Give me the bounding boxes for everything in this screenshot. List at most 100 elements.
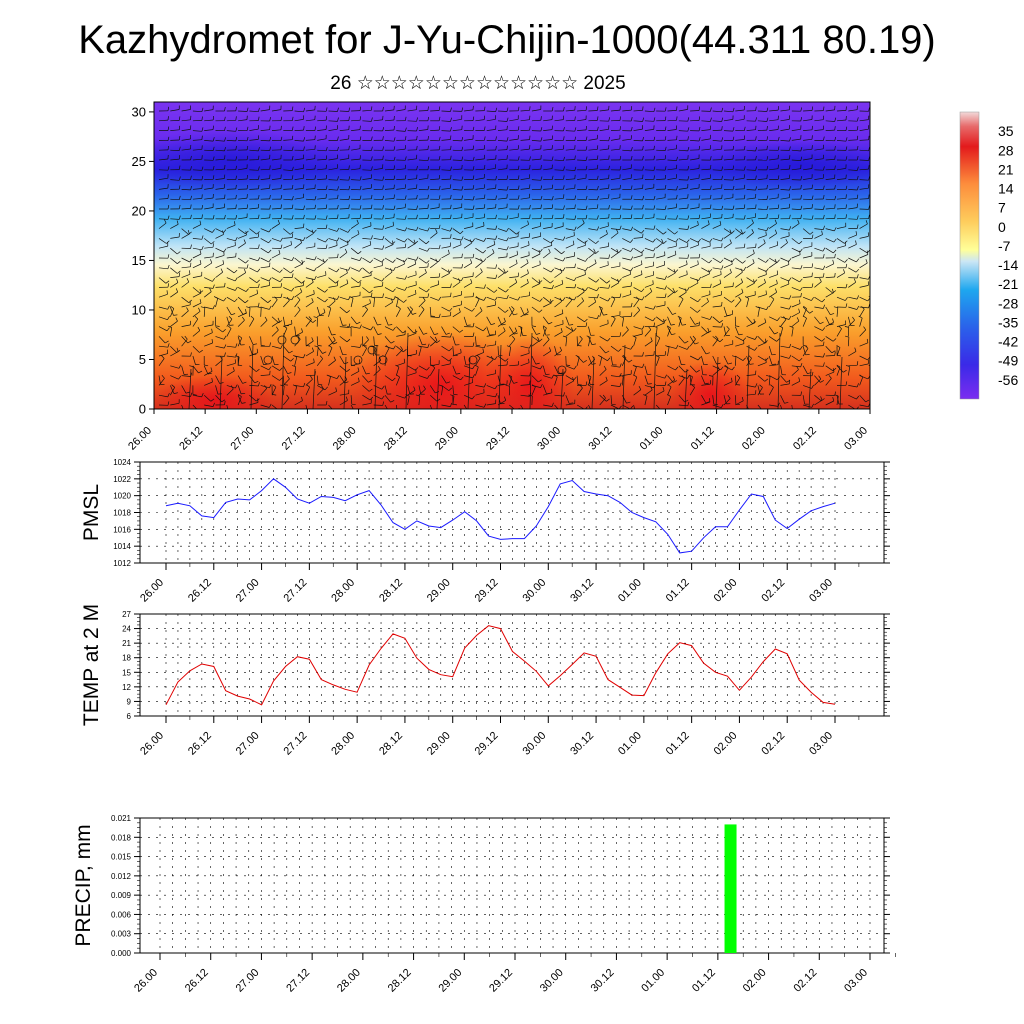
y-tick-label: 25 xyxy=(132,154,146,169)
x-tick-label: 29.12 xyxy=(487,967,515,995)
x-tick-label: 01.12 xyxy=(690,967,718,995)
colorbar-label: 21 xyxy=(998,161,1014,177)
x-tick-label: 30.00 xyxy=(520,577,548,605)
x-tick-label: 01.12 xyxy=(689,425,717,453)
x-tick-label: 27.12 xyxy=(282,730,310,758)
y-tick-label: 0.006 xyxy=(111,910,132,919)
colorbar-label: 28 xyxy=(998,142,1014,158)
x-tick-label: 29.00 xyxy=(433,425,461,453)
x-tick-label: 29.00 xyxy=(425,577,453,605)
x-tick-label: 26.12 xyxy=(186,730,214,758)
x-tick-label: 29.12 xyxy=(473,730,501,758)
page-subtitle: 26 ☆☆☆☆☆☆☆☆☆☆☆☆☆ 2025 xyxy=(330,73,626,94)
x-tick-label: 02.00 xyxy=(741,967,769,995)
y-tick-label: 1012 xyxy=(113,559,131,568)
grid xyxy=(140,461,884,564)
wind-barbs xyxy=(158,105,870,409)
panel-frame xyxy=(139,817,885,954)
warm-core xyxy=(155,375,275,409)
y-tick-label: 21 xyxy=(122,639,131,648)
x-tick-label: 30.12 xyxy=(589,967,617,995)
colorbar-bar xyxy=(959,111,980,400)
colorbar-label: 0 xyxy=(998,219,1006,235)
colorbar-label: -42 xyxy=(998,334,1018,350)
y-tick-label: 15 xyxy=(132,253,146,268)
y-tick-label: 12 xyxy=(122,683,131,692)
x-tick-label: 03.00 xyxy=(807,577,835,605)
x-tick-label: 02.00 xyxy=(740,425,768,453)
x-tick-label: 28.12 xyxy=(386,967,414,995)
x-tick-label: 03.00 xyxy=(807,730,835,758)
x-tick-label: 30.12 xyxy=(568,577,596,605)
y-tick-label: 1018 xyxy=(113,509,131,518)
colorbar-label: 35 xyxy=(998,123,1014,139)
x-tick-label: 28.12 xyxy=(377,730,405,758)
colorbar-label: -28 xyxy=(998,295,1018,311)
cross-section-x-axis: 26.00 26.12 27.00 27.12 28.00 28.12 29.00 29.12… xyxy=(126,409,871,453)
cross-section-y-axis: 0 5 10 15 20 25 30 xyxy=(132,104,154,417)
x-tick-label: 30.12 xyxy=(568,730,596,758)
x-tick-label: 28.00 xyxy=(329,577,357,605)
x-tick-label: 26.00 xyxy=(132,967,160,995)
colorbar-label: -35 xyxy=(998,314,1018,330)
x-tick-label: 26.12 xyxy=(183,967,211,995)
pmsl-series-line xyxy=(165,478,836,554)
y-tick-label: 0.003 xyxy=(111,930,132,939)
x-tick-label: 27.12 xyxy=(280,425,308,453)
y-tick-label: 0.000 xyxy=(111,949,132,958)
x-tick-label: 03.00 xyxy=(842,967,870,995)
colorbar-label: 14 xyxy=(998,181,1014,197)
x-tick-label: 28.00 xyxy=(331,425,359,453)
y-tick-label: 0.012 xyxy=(111,872,132,881)
y-axis-label: PRECIP, mm xyxy=(72,824,95,946)
x-tick-label: 27.00 xyxy=(234,967,262,995)
precip-chart: 0.000 0.003 0.006 0.009 0.012 0.015 0.018 0.021… xyxy=(72,814,896,995)
y-tick-label: 27 xyxy=(122,610,131,619)
x-tick-label: 28.12 xyxy=(377,577,405,605)
x-tick-label: 27.12 xyxy=(282,577,310,605)
x-tick-label: 03.00 xyxy=(842,425,870,453)
cold-core xyxy=(710,140,870,190)
colorbar-label: -21 xyxy=(998,276,1018,292)
x-tick-label: 01.12 xyxy=(664,577,692,605)
x-tick-label: 27.12 xyxy=(284,967,312,995)
colorbar: 35 28 21 14 7 0 -7 -14 -21 -28 -35 -42 -49 -56 xyxy=(959,111,1018,400)
y-tick-label: 30 xyxy=(132,104,146,119)
y-tick-label: 6 xyxy=(127,712,132,721)
y-tick-label: 24 xyxy=(122,625,131,634)
x-tick-label: 30.00 xyxy=(538,967,566,995)
x-tick-label: 27.00 xyxy=(234,577,262,605)
x-tick-label: 30.12 xyxy=(586,425,614,453)
x-tick-label: 29.12 xyxy=(473,577,501,605)
colorbar-label: -56 xyxy=(998,372,1018,388)
warm-core xyxy=(350,330,530,409)
y-tick-label: 0.021 xyxy=(111,814,132,823)
y-tick-label: 20 xyxy=(132,203,146,218)
y-tick-label: 0.018 xyxy=(111,833,132,842)
panel-frame xyxy=(139,613,885,717)
x-tick-label: 01.00 xyxy=(616,730,644,758)
y-tick-label: 0 xyxy=(139,402,146,417)
x-tick-label: 02.12 xyxy=(759,577,787,605)
temp-series-line xyxy=(165,625,836,706)
x-tick-label: 28.00 xyxy=(335,967,363,995)
x-tick-label: 27.00 xyxy=(228,425,256,453)
x-tick-label: 29.00 xyxy=(436,967,464,995)
y-tick-label: 1020 xyxy=(113,492,131,501)
x-tick-label: 30.00 xyxy=(520,730,548,758)
temp-chart: 6 9 12 15 18 21 24 27 26.00 26.12 27.00 27.12 28.00 2… xyxy=(80,604,890,758)
x-tick-label: 26.12 xyxy=(186,577,214,605)
y-tick-label: 1016 xyxy=(113,525,131,534)
x-tick-label: 26.00 xyxy=(126,425,154,453)
x-tick-label: 30.00 xyxy=(535,425,563,453)
cross-section-chart: 0 5 10 15 20 25 30 26.00 26.12 27.00 27.12 28.00 28… xyxy=(126,101,871,453)
x-tick-label: 28.12 xyxy=(382,425,410,453)
y-tick-label: 0.015 xyxy=(111,853,132,862)
x-tick-label: 29.12 xyxy=(484,425,512,453)
x-tick-label: 02.00 xyxy=(712,577,740,605)
colorbar-label: -14 xyxy=(998,257,1018,273)
x-tick-label: 01.12 xyxy=(664,730,692,758)
y-tick-label: 18 xyxy=(122,654,131,663)
colorbar-labels: 35 28 21 14 7 0 -7 -14 -21 -28 -35 -42 -49 -56 xyxy=(998,123,1018,388)
